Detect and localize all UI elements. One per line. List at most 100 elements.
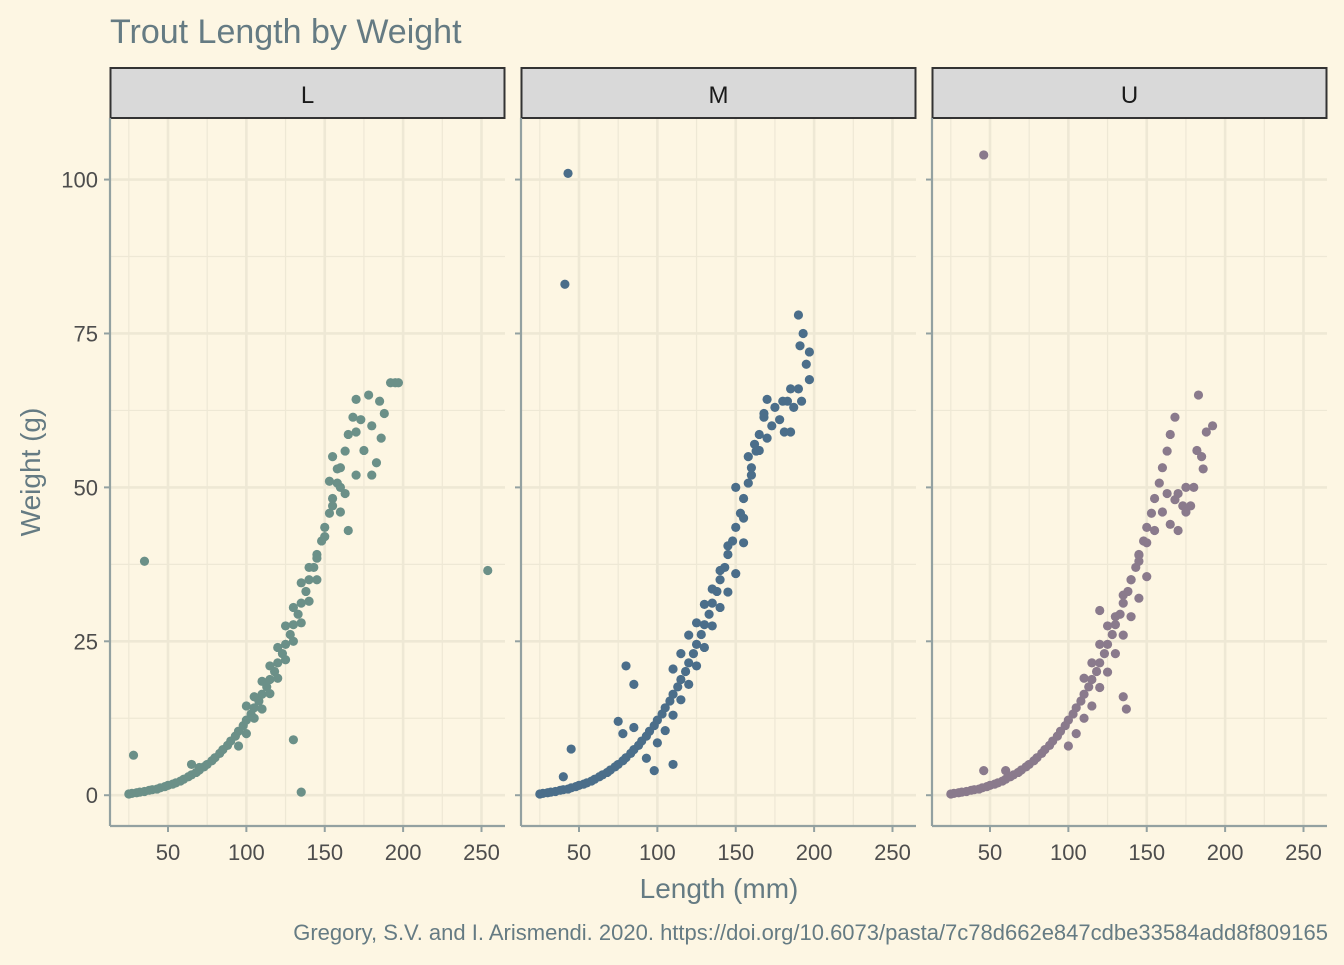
data-point xyxy=(795,341,805,351)
data-point xyxy=(1095,682,1105,693)
x-tick-label: 250 xyxy=(1285,840,1322,865)
data-point xyxy=(723,587,733,597)
data-point xyxy=(1134,556,1144,566)
data-point xyxy=(979,765,989,776)
data-point xyxy=(379,408,389,419)
data-point xyxy=(618,729,628,739)
data-point xyxy=(699,599,709,609)
data-point xyxy=(789,402,799,412)
data-point xyxy=(1102,621,1113,631)
data-point xyxy=(376,433,386,443)
data-point xyxy=(1084,682,1094,692)
data-point xyxy=(393,378,404,388)
y-tick-label: 0 xyxy=(86,783,98,808)
major-gridlines xyxy=(932,118,1327,826)
data-point xyxy=(746,463,757,473)
data-point xyxy=(1118,590,1128,600)
data-point xyxy=(1102,667,1113,677)
facet-strip-label: M xyxy=(709,82,729,109)
data-point xyxy=(793,384,804,394)
data-point xyxy=(762,394,772,404)
data-point xyxy=(233,741,244,751)
data-point xyxy=(241,701,251,711)
data-point xyxy=(786,384,796,394)
facet-strip-label: L xyxy=(301,82,314,109)
data-point xyxy=(1149,525,1160,536)
data-point xyxy=(249,713,259,723)
data-point xyxy=(1201,427,1211,437)
data-point xyxy=(804,375,815,385)
data-point xyxy=(796,396,807,406)
data-point xyxy=(707,598,717,608)
data-point xyxy=(249,692,259,702)
data-point xyxy=(715,575,725,585)
data-point xyxy=(288,636,298,646)
data-point xyxy=(356,415,366,425)
data-point xyxy=(280,639,291,649)
data-point xyxy=(304,575,314,585)
x-tick-label: 250 xyxy=(874,840,911,865)
data-point xyxy=(1071,703,1081,713)
data-point xyxy=(320,532,330,542)
data-point xyxy=(327,493,338,504)
data-point xyxy=(1154,478,1164,488)
major-gridlines xyxy=(521,118,916,826)
data-point xyxy=(296,598,306,608)
data-point xyxy=(296,618,306,628)
major-gridlines xyxy=(110,118,505,826)
facet-panel-U: U 50 100 150 200 250 xyxy=(926,67,1328,865)
data-point xyxy=(668,759,678,770)
data-point xyxy=(327,452,338,462)
data-point xyxy=(351,427,361,437)
data-point xyxy=(793,310,804,320)
data-point xyxy=(1162,446,1172,456)
data-point xyxy=(1173,488,1183,499)
data-point xyxy=(139,556,150,566)
data-point xyxy=(1118,692,1128,702)
data-point xyxy=(560,279,570,289)
x-tick-label: 200 xyxy=(796,840,833,865)
data-point xyxy=(699,620,709,630)
x-tick-label: 100 xyxy=(228,840,265,865)
data-point xyxy=(367,421,377,431)
data-point xyxy=(1142,522,1152,533)
data-point xyxy=(649,765,659,776)
data-point xyxy=(1157,507,1168,517)
data-point xyxy=(1110,649,1120,659)
data-point xyxy=(1126,612,1136,622)
data-point xyxy=(715,565,725,576)
data-point xyxy=(1118,598,1128,608)
data-point xyxy=(558,772,568,782)
data-points-U xyxy=(946,150,1218,799)
data-point xyxy=(723,541,733,551)
data-point xyxy=(786,427,796,437)
data-point xyxy=(668,689,678,699)
data-point xyxy=(320,522,330,533)
data-point xyxy=(351,394,361,404)
data-point xyxy=(801,359,811,369)
data-point xyxy=(1181,507,1191,517)
data-points-M xyxy=(535,168,815,799)
y-tick-label: 25 xyxy=(74,629,98,654)
data-point xyxy=(691,618,702,628)
data-point xyxy=(1095,658,1105,668)
data-point xyxy=(293,609,303,619)
data-point xyxy=(1095,605,1105,616)
data-point xyxy=(1071,729,1081,739)
data-point xyxy=(280,655,291,665)
minor-gridlines xyxy=(932,118,1327,826)
data-point xyxy=(1091,666,1102,677)
data-point xyxy=(759,408,769,419)
data-point xyxy=(738,538,749,548)
data-point xyxy=(1181,482,1191,492)
data-point xyxy=(707,584,717,594)
data-point xyxy=(743,478,753,488)
data-point xyxy=(296,578,306,588)
data-point xyxy=(673,682,683,692)
data-point xyxy=(699,642,709,653)
data-point xyxy=(335,482,346,492)
data-point xyxy=(1157,463,1168,473)
data-point xyxy=(754,429,764,440)
data-point xyxy=(696,629,706,640)
data-point xyxy=(186,759,197,770)
